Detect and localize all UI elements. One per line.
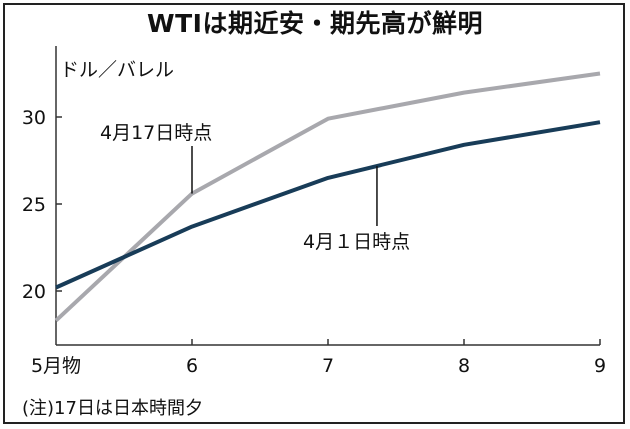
x-tick-label: 7 xyxy=(322,355,334,377)
footnote: (注)17日は日本時間夕 xyxy=(22,398,203,419)
series-line-apr1 xyxy=(55,120,601,290)
series-label-apr1: 4月１日時点 xyxy=(303,231,410,253)
series-label-apr17: 4月17日時点 xyxy=(100,122,212,144)
chart-frame xyxy=(3,3,625,424)
x-tick-label: 9 xyxy=(594,355,606,377)
y-tick-label: 25 xyxy=(22,194,46,216)
x-tick-label: 5月物 xyxy=(31,355,81,377)
y-tick-label: 20 xyxy=(22,281,46,303)
x-tick-label: 6 xyxy=(186,355,198,377)
series-line-apr17 xyxy=(54,71,601,323)
x-tick-label: 8 xyxy=(458,355,470,377)
y-tick-label: 30 xyxy=(22,107,46,129)
y-axis-label: ドル／バレル xyxy=(60,59,174,81)
chart-title: WTIは期近安・期先高が鮮明 xyxy=(147,9,483,38)
